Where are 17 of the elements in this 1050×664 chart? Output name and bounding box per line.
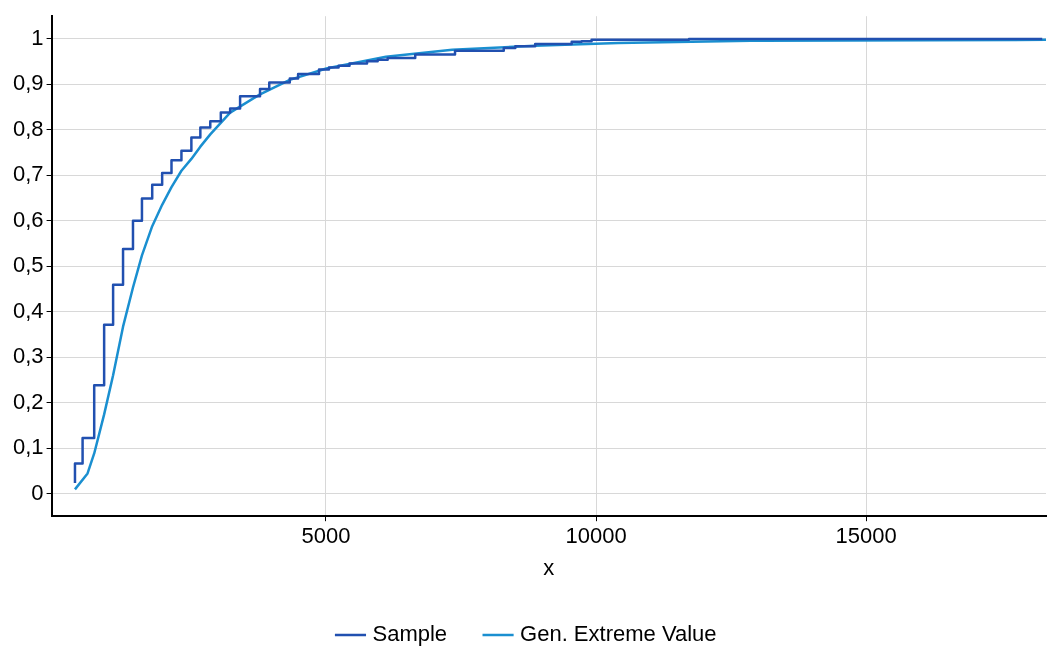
x-axis-title: x (543, 554, 555, 580)
x-tick-label: 5000 (301, 523, 351, 549)
y-tick-label: 0,5 (12, 252, 44, 278)
y-tick-label: 0,1 (12, 434, 44, 460)
y-tick-label: 0,6 (12, 206, 44, 232)
x-tick-label: 10000 (565, 523, 627, 549)
y-tick-label: 0,4 (12, 297, 44, 323)
legend-label: Sample (372, 621, 448, 647)
y-tick-label: 0,2 (12, 388, 44, 414)
y-tick-label: 0,7 (12, 161, 44, 187)
legend-label: Gen. Extreme Value (520, 621, 717, 647)
y-tick-label: 0 (31, 479, 44, 505)
y-tick-label: 0,8 (12, 115, 44, 141)
y-tick-label: 1 (31, 24, 44, 50)
y-tick-label: 0,9 (12, 70, 44, 96)
x-tick-label: 15000 (835, 523, 897, 549)
y-tick-label: 0,3 (12, 343, 44, 369)
